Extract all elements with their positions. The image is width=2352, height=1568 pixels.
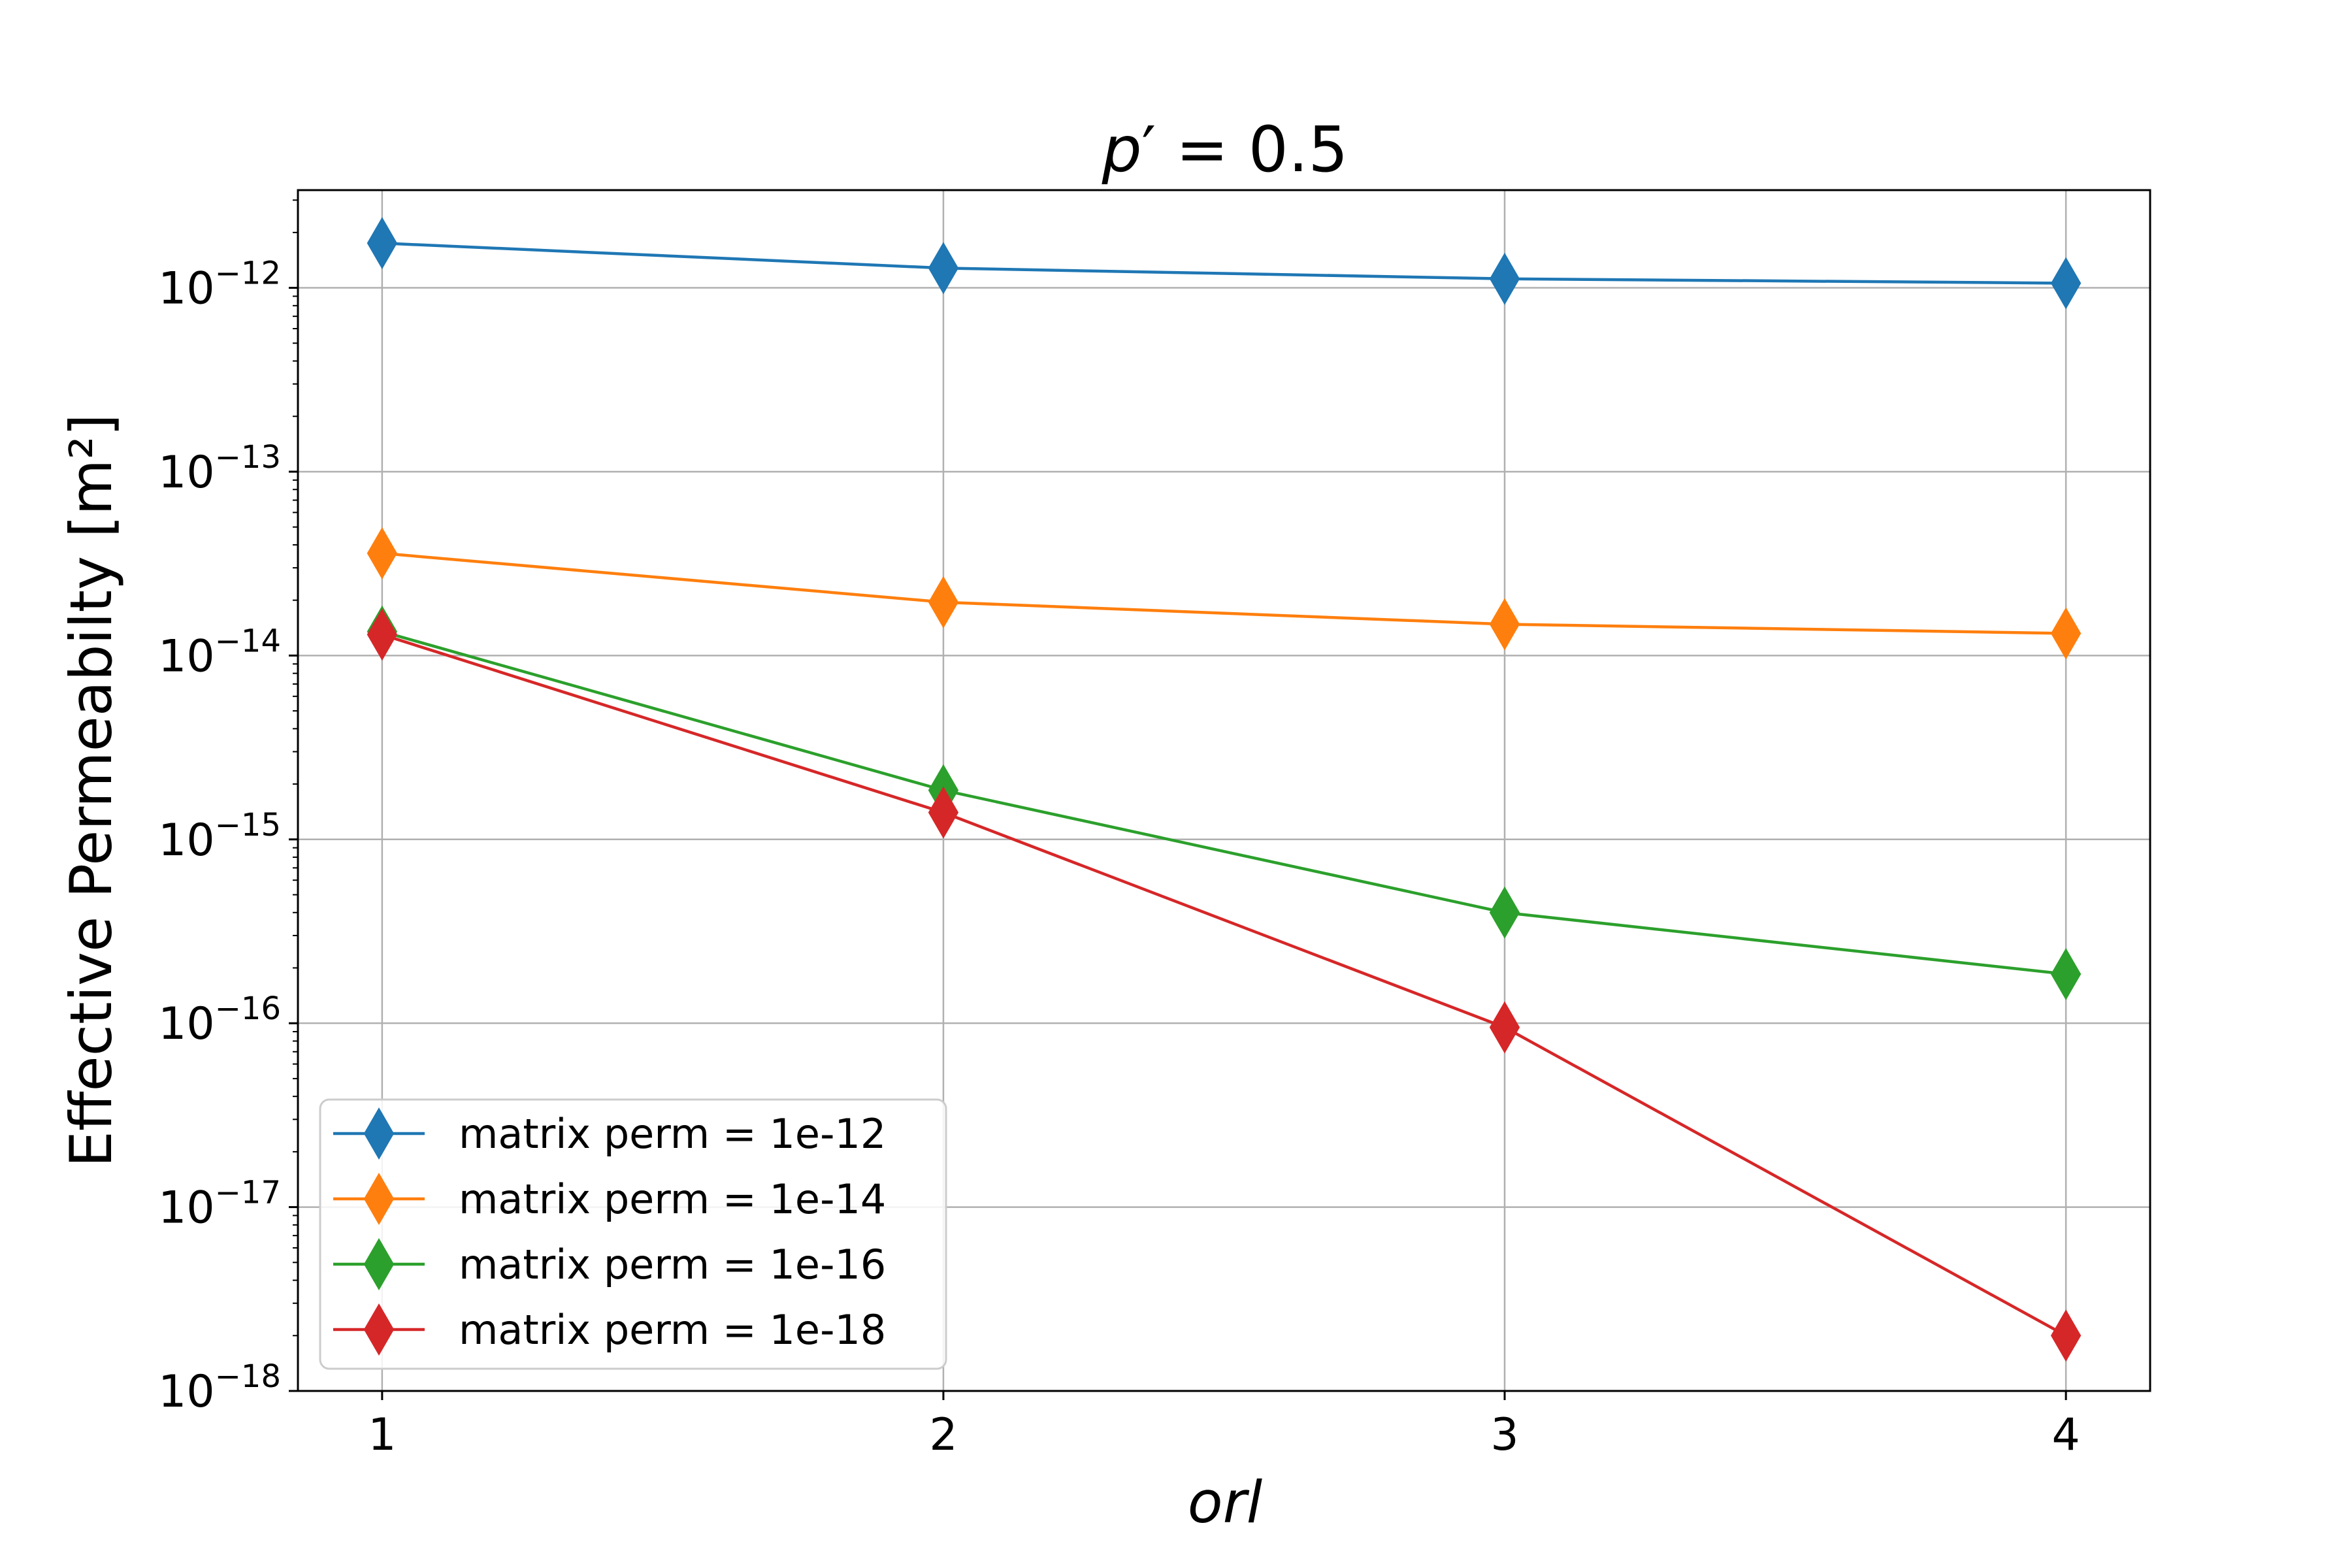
legend-entry: matrix perm = 1e-12 (333, 1107, 886, 1160)
data-point (367, 608, 398, 661)
y-tick-label: 10−17 (158, 1175, 281, 1234)
legend-marker (363, 1107, 395, 1160)
chart-title-symbol: p (1102, 113, 1142, 186)
y-tick-label: 10−16 (158, 990, 281, 1050)
series-line (382, 630, 2066, 976)
series-4 (367, 608, 2082, 1362)
legend-entry: matrix perm = 1e-16 (333, 1238, 886, 1290)
x-tick-label: 1 (368, 1409, 396, 1461)
x-tick-label: 4 (2052, 1409, 2080, 1461)
axis-ticks: 1 2 3 4 10−12 10−13 10−14 10−15 10−16 10−17 10−18 (158, 199, 2080, 1461)
y-tick-label: 10−14 (158, 623, 281, 682)
legend: matrix perm = 1e-12 matrix perm = 1e-14 ma… (319, 1098, 947, 1370)
data-point (1489, 1001, 1520, 1054)
legend-marker (363, 1238, 395, 1290)
legend-label: matrix perm = 1e-14 (459, 1175, 886, 1223)
data-point (1489, 886, 1520, 939)
data-point (1489, 252, 1520, 305)
series-line (382, 241, 2066, 285)
data-point (928, 786, 959, 839)
y-axis-title: Effective Permeabilty [m²] (57, 414, 125, 1167)
series-layer (367, 217, 2082, 1362)
series-line (382, 551, 2066, 635)
y-tick-label: 10−13 (158, 439, 281, 498)
data-point (2050, 948, 2082, 1000)
y-tick-label: 10−18 (158, 1358, 281, 1418)
x-tick-label: 2 (929, 1409, 957, 1461)
legend-entry: matrix perm = 1e-18 (333, 1303, 886, 1356)
data-point (367, 527, 398, 580)
series-1 (367, 217, 2082, 310)
series-line (382, 633, 2067, 1337)
data-point (2050, 257, 2082, 310)
data-point (2050, 607, 2082, 660)
legend-marker (363, 1303, 395, 1356)
x-axis-title: orl (1188, 1469, 1263, 1536)
legend-label: matrix perm = 1e-18 (459, 1306, 886, 1354)
data-point (1489, 598, 1520, 651)
chart-title: p′ = 0.5 (1102, 113, 1348, 186)
legend-entry: matrix perm = 1e-14 (333, 1173, 886, 1225)
chart-title-rest: ′ = 0.5 (1142, 113, 1348, 186)
y-tick-label: 10−15 (158, 807, 281, 866)
legend-box (319, 1098, 947, 1370)
data-point (2050, 1309, 2082, 1362)
data-point (367, 217, 398, 270)
plot-frame (297, 189, 2151, 1392)
x-tick-label: 3 (1490, 1409, 1518, 1461)
data-point (928, 242, 959, 295)
legend-label: matrix perm = 1e-16 (459, 1241, 886, 1288)
legend-label: matrix perm = 1e-12 (459, 1110, 886, 1158)
series-2 (367, 527, 2082, 660)
legend-marker (363, 1173, 395, 1225)
y-tick-label: 10−12 (158, 255, 281, 315)
data-point (928, 576, 959, 629)
